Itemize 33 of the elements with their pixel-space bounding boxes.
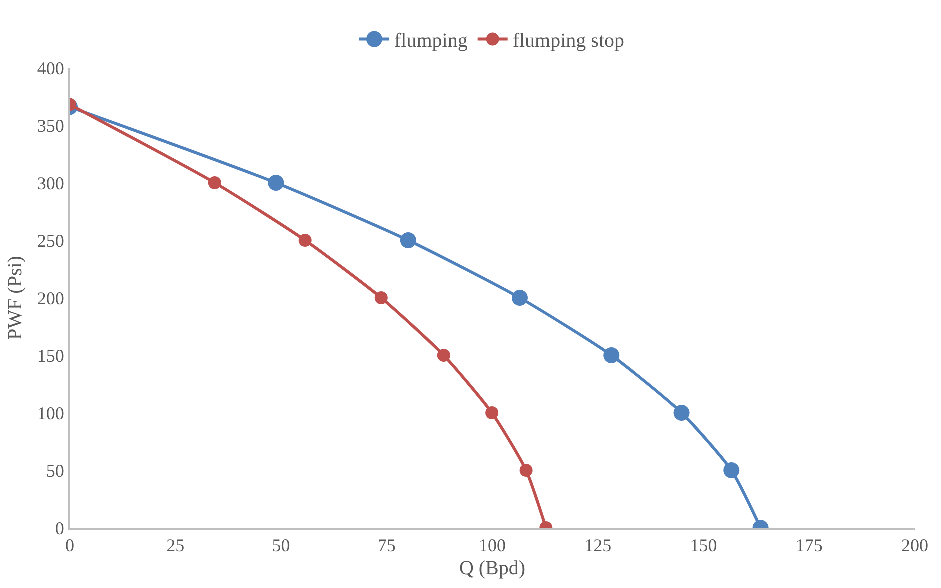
y-tick-label: 100 <box>37 403 64 424</box>
legend-label: flumping <box>394 30 468 52</box>
y-tick-label: 400 <box>37 58 64 78</box>
point <box>486 406 499 420</box>
x-tick-label: 75 <box>378 536 396 556</box>
point <box>400 232 416 248</box>
x-axis-title: Q (Bpd) <box>459 558 526 580</box>
point <box>374 292 388 304</box>
point <box>208 176 222 190</box>
y-tick-label: 250 <box>37 230 64 251</box>
x-tick-label: 125 <box>584 536 612 556</box>
point <box>512 290 528 306</box>
y-tick-label: 350 <box>37 116 64 136</box>
y-tick-label: 0 <box>55 518 64 538</box>
point <box>604 348 620 364</box>
point <box>674 405 690 421</box>
x-tick-label: 200 <box>902 536 928 556</box>
point <box>268 175 284 191</box>
legend-label: flumping stop <box>512 30 625 52</box>
y-axis-title: PWF (Psi) <box>4 256 26 340</box>
x-tick-label: 100 <box>479 536 506 556</box>
x-tick-label: 50 <box>272 536 290 556</box>
y-tick-label: 200 <box>37 288 64 308</box>
y-tick-label: 50 <box>46 460 64 481</box>
x-tick-label: 150 <box>690 536 718 556</box>
y-tick-label: 150 <box>37 346 64 366</box>
point <box>724 462 740 478</box>
y-tick-label: 300 <box>37 173 64 194</box>
x-tick-label: 25 <box>166 536 185 556</box>
point <box>298 234 312 247</box>
point <box>520 464 533 477</box>
x-tick-label: 175 <box>796 536 823 556</box>
point <box>437 349 450 362</box>
